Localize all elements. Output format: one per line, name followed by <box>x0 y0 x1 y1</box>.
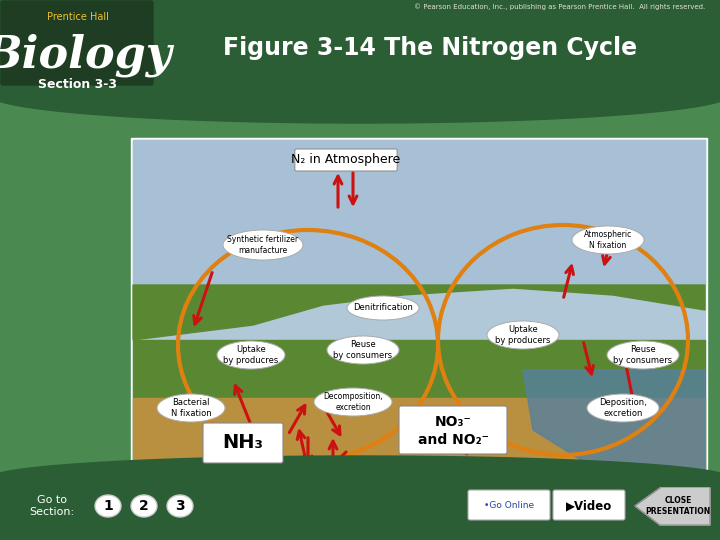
Text: NH₃: NH₃ <box>222 434 264 453</box>
FancyBboxPatch shape <box>468 490 550 520</box>
Ellipse shape <box>572 226 644 254</box>
Text: 1: 1 <box>103 499 113 513</box>
FancyBboxPatch shape <box>295 149 397 171</box>
Ellipse shape <box>347 296 419 320</box>
Text: NO₃⁻: NO₃⁻ <box>435 415 472 429</box>
Text: Prentice Hall: Prentice Hall <box>47 12 109 22</box>
Ellipse shape <box>607 341 679 369</box>
FancyBboxPatch shape <box>203 423 283 463</box>
Ellipse shape <box>314 388 392 416</box>
Polygon shape <box>0 0 720 123</box>
Ellipse shape <box>167 495 193 517</box>
Text: Synthetic fertilizer
manufacture: Synthetic fertilizer manufacture <box>228 235 299 255</box>
Text: Decomposition,
excretion: Decomposition, excretion <box>323 392 383 411</box>
Text: Denitrification: Denitrification <box>353 303 413 313</box>
Bar <box>0 478 720 540</box>
Text: Biology: Biology <box>0 33 172 77</box>
Ellipse shape <box>217 341 285 369</box>
Text: CLOSE
PRESENTATION: CLOSE PRESENTATION <box>645 496 711 516</box>
Ellipse shape <box>131 495 157 517</box>
FancyBboxPatch shape <box>553 490 625 520</box>
Ellipse shape <box>327 336 399 364</box>
Bar <box>133 140 705 480</box>
Ellipse shape <box>95 495 121 517</box>
Text: Reuse
by consumers: Reuse by consumers <box>613 345 672 364</box>
Polygon shape <box>523 370 705 480</box>
Polygon shape <box>0 456 720 540</box>
Text: Figure 3-14 The Nitrogen Cycle: Figure 3-14 The Nitrogen Cycle <box>223 36 637 60</box>
Bar <box>133 340 705 480</box>
Text: Go to
Section:: Go to Section: <box>30 495 75 517</box>
Bar <box>133 398 705 480</box>
Text: Bacterial
N fixation: Bacterial N fixation <box>171 399 211 418</box>
Text: 3: 3 <box>175 499 185 513</box>
Text: N₂ in Atmosphere: N₂ in Atmosphere <box>292 153 400 166</box>
Text: Uptake
by producers: Uptake by producers <box>495 325 551 345</box>
Text: Deposition,
excretion: Deposition, excretion <box>599 399 647 418</box>
Text: Reuse
by consumers: Reuse by consumers <box>333 340 392 360</box>
Ellipse shape <box>223 230 303 260</box>
Text: and NO₂⁻: and NO₂⁻ <box>418 433 488 447</box>
Polygon shape <box>133 285 705 340</box>
Text: Atmospheric
N fixation: Atmospheric N fixation <box>584 230 632 249</box>
Ellipse shape <box>587 394 659 422</box>
FancyBboxPatch shape <box>399 406 507 454</box>
Ellipse shape <box>487 321 559 349</box>
Ellipse shape <box>157 394 225 422</box>
Polygon shape <box>635 488 710 525</box>
Text: Section 3-3: Section 3-3 <box>38 78 117 91</box>
Bar <box>131 138 707 482</box>
Text: © Pearson Education, Inc., publishing as Pearson Prentice Hall.  All rights rese: © Pearson Education, Inc., publishing as… <box>415 4 706 10</box>
Bar <box>0 0 720 95</box>
Text: ▶Video: ▶Video <box>566 500 612 512</box>
Text: Uptake
by producres: Uptake by producres <box>223 345 279 364</box>
Bar <box>133 140 705 285</box>
FancyBboxPatch shape <box>1 1 153 85</box>
Text: 2: 2 <box>139 499 149 513</box>
Text: •Go Online: •Go Online <box>484 502 534 510</box>
